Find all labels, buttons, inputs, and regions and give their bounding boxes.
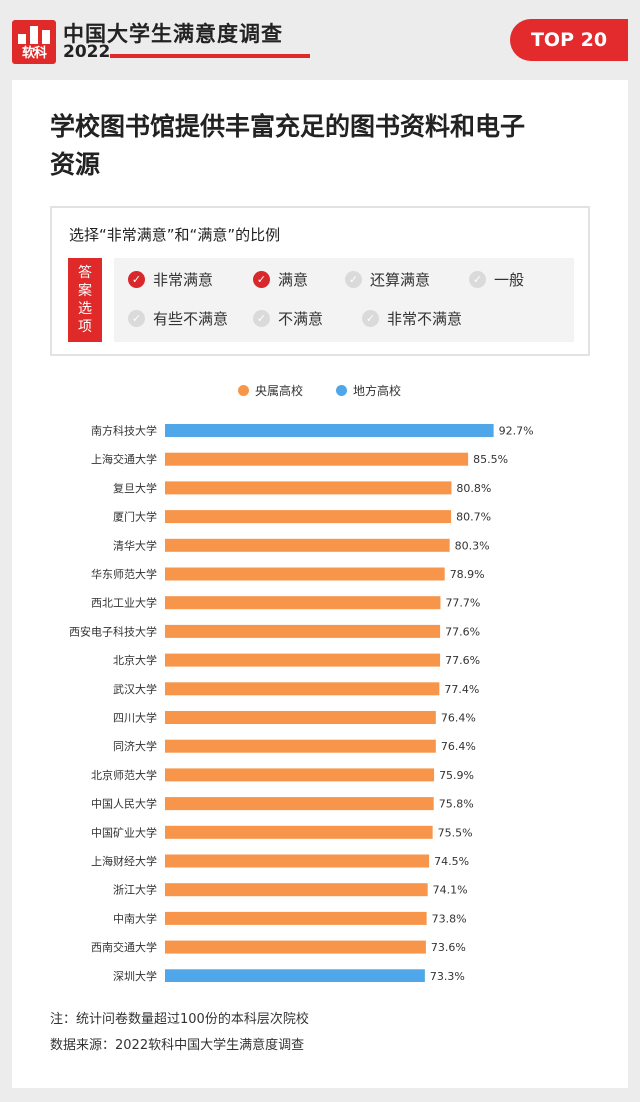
check-icon: ✓ <box>253 310 270 327</box>
legend-local: 地方高校 <box>336 382 401 399</box>
value-label: 74.5% <box>434 855 469 868</box>
category-label: 南方科技大学 <box>91 424 157 438</box>
option-very-satisfied: ✓ 非常满意 <box>128 270 213 290</box>
bar <box>165 538 450 552</box>
value-label: 76.4% <box>441 740 476 753</box>
bar <box>165 596 441 610</box>
value-label: 80.8% <box>456 482 491 495</box>
bar <box>165 797 434 811</box>
survey-title: 中国大学生满意度调查 <box>63 22 283 46</box>
check-icon: ✓ <box>128 271 145 288</box>
logo-bars-icon <box>18 26 50 44</box>
criteria-box: 选择“非常满意”和“满意”的比例 答案选项 ✓ 非常满意 ✓ 满意 ✓ 还算满意 ✓ 一… <box>50 206 590 356</box>
bar <box>165 825 433 839</box>
bar <box>165 883 428 897</box>
bar <box>165 510 452 524</box>
top-badge: TOP 20 <box>510 19 628 61</box>
category-label: 浙江大学 <box>113 883 157 897</box>
check-icon: ✓ <box>345 271 362 288</box>
value-label: 75.8% <box>439 798 474 811</box>
bar <box>165 567 445 581</box>
option-dissatisfied: ✓ 不满意 <box>253 309 323 329</box>
category-label: 西北工业大学 <box>91 596 157 610</box>
value-label: 74.1% <box>433 884 468 897</box>
content-card: 学校图书馆提供丰富充足的图书资料和电子 资源 选择“非常满意”和“满意”的比例 答… <box>12 80 628 1088</box>
value-label: 77.7% <box>445 597 480 610</box>
bar <box>165 911 427 925</box>
bar <box>165 969 425 982</box>
bar <box>165 624 441 638</box>
value-label: 85.5% <box>473 453 508 466</box>
bar <box>165 739 436 753</box>
check-icon: ✓ <box>253 271 270 288</box>
bar <box>165 682 440 696</box>
footnote: 注：统计问卷数量超过100份的本科层次院校 <box>50 1012 309 1027</box>
value-label: 73.6% <box>431 941 466 954</box>
category-label: 复旦大学 <box>113 481 157 495</box>
option-fairly-satisfied: ✓ 还算满意 <box>345 270 430 290</box>
value-label: 77.4% <box>444 683 479 696</box>
value-label: 78.9% <box>450 568 485 581</box>
title-underline <box>110 54 310 58</box>
value-label: 76.4% <box>441 712 476 725</box>
legend-central-dot <box>238 385 249 396</box>
value-label: 75.9% <box>439 769 474 782</box>
value-label: 73.3% <box>430 970 465 982</box>
category-label: 清华大学 <box>113 538 157 552</box>
category-label: 中南大学 <box>113 911 157 925</box>
category-label: 厦门大学 <box>113 510 157 524</box>
category-label: 西安电子科技大学 <box>69 624 157 638</box>
header: 软科 中国大学生满意度调查 2022 TOP 20 <box>0 0 640 74</box>
bar <box>165 653 441 667</box>
bar <box>165 854 430 868</box>
bar <box>165 481 452 495</box>
value-label: 73.8% <box>432 912 467 925</box>
value-label: 80.3% <box>455 539 490 552</box>
data-source: 数据来源：2022软科中国大学生满意度调查 <box>50 1038 305 1053</box>
value-label: 77.6% <box>445 625 480 638</box>
bar <box>165 711 436 724</box>
category-label: 上海交通大学 <box>91 452 157 466</box>
criteria-title: 选择“非常满意”和“满意”的比例 <box>69 226 281 244</box>
page-title: 学校图书馆提供丰富充足的图书资料和电子 资源 <box>50 112 526 179</box>
value-label: 77.6% <box>445 654 480 667</box>
value-label: 75.5% <box>438 826 473 839</box>
category-label: 中国矿业大学 <box>91 825 157 839</box>
survey-year: 2022 <box>63 42 111 62</box>
category-label: 深圳大学 <box>113 969 157 982</box>
value-label: 92.7% <box>499 425 534 438</box>
bar <box>165 424 494 437</box>
answer-options: ✓ 非常满意 ✓ 满意 ✓ 还算满意 ✓ 一般 ✓ 有些不满意 ✓ 不满意 ✓ 非常不满意 <box>114 258 574 342</box>
category-label: 北京师范大学 <box>91 768 157 782</box>
category-label: 上海财经大学 <box>91 854 157 868</box>
category-label: 同济大学 <box>113 739 157 753</box>
category-label: 华东师范大学 <box>91 567 157 581</box>
category-label: 北京大学 <box>113 653 157 667</box>
bar <box>165 452 469 466</box>
check-icon: ✓ <box>362 310 379 327</box>
check-icon: ✓ <box>469 271 486 288</box>
category-label: 西南交通大学 <box>91 940 157 954</box>
option-neutral: ✓ 一般 <box>469 270 524 290</box>
category-label: 中国人民大学 <box>91 797 157 811</box>
bar <box>165 768 435 782</box>
logo-text: 软科 <box>21 46 47 61</box>
bar <box>165 940 426 954</box>
option-somewhat-dissatisfied: ✓ 有些不满意 <box>128 309 228 329</box>
option-very-dissatisfied: ✓ 非常不满意 <box>362 309 462 329</box>
category-label: 武汉大学 <box>113 682 157 696</box>
category-label: 四川大学 <box>113 711 157 725</box>
option-satisfied: ✓ 满意 <box>253 270 308 290</box>
legend-local-dot <box>336 385 347 396</box>
value-label: 80.7% <box>456 511 491 524</box>
watermark: 南周 <box>553 1068 586 1087</box>
answer-tag: 答案选项 <box>68 258 102 342</box>
shanghairanking-logo: 软科 <box>12 20 56 64</box>
bar-chart: 南方科技大学 92.7% 上海交通大学 85.5% 复旦大学 80.8% 厦门大学 80.7%… <box>69 424 534 982</box>
check-icon: ✓ <box>128 310 145 327</box>
legend-central: 央属高校 <box>238 382 303 399</box>
